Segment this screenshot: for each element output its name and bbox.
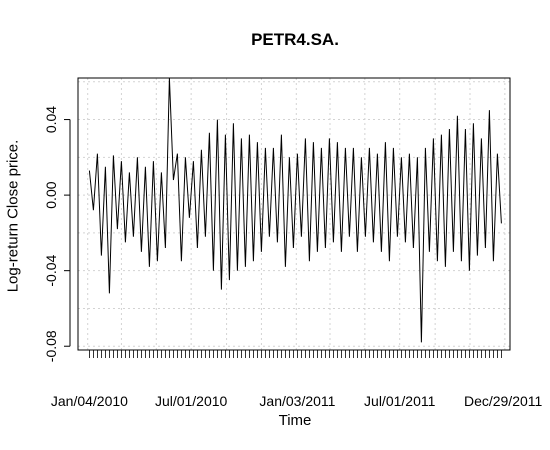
grid-lines xyxy=(78,78,510,350)
series-line xyxy=(88,77,502,343)
x-axis: Jan/04/2010 Jul/01/2010 Jan/03/2011 Jul/01/… xyxy=(51,393,543,409)
x-tick-label: Jul/01/2010 xyxy=(155,393,228,409)
x-axis-title: Time xyxy=(278,412,312,429)
y-tick-label: 0.00 xyxy=(43,181,59,208)
plot-box xyxy=(77,77,511,351)
y-tick-label: -0.08 xyxy=(43,330,59,362)
x-tick-label: Dec/29/2011 xyxy=(464,393,543,409)
x-minor-ticks xyxy=(89,350,502,358)
x-tick-label: Jan/03/2011 xyxy=(259,393,335,409)
x-tick-label: Jul/01/2011 xyxy=(364,393,436,409)
series-line-layer xyxy=(88,77,502,343)
x-tick-label: Jan/04/2010 xyxy=(51,393,128,409)
y-tick-label: -0.04 xyxy=(43,255,59,287)
chart-title: PETR4.SA. xyxy=(251,30,339,49)
y-axis: -0.08 -0.04 0.00 0.04 xyxy=(43,106,71,362)
y-tick-label: 0.04 xyxy=(43,106,59,133)
